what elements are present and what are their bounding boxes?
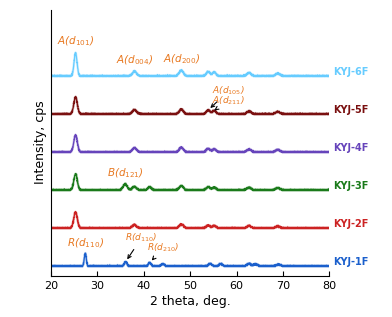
Text: A($d_{004}$): A($d_{004}$) bbox=[116, 53, 153, 67]
Text: R($d_{210}$): R($d_{210}$) bbox=[147, 242, 180, 260]
Text: KYJ-5F: KYJ-5F bbox=[333, 105, 368, 115]
Text: R($d_{110}$): R($d_{110}$) bbox=[67, 236, 104, 250]
Text: A($d_{211}$): A($d_{211}$) bbox=[212, 94, 245, 110]
Text: KYJ-4F: KYJ-4F bbox=[333, 143, 368, 153]
X-axis label: 2 theta, deg.: 2 theta, deg. bbox=[150, 295, 230, 308]
Text: A($d_{200}$): A($d_{200}$) bbox=[163, 52, 200, 66]
Text: B($d_{121}$): B($d_{121}$) bbox=[107, 166, 143, 180]
Text: KYJ-6F: KYJ-6F bbox=[333, 67, 368, 77]
Text: A($d_{101}$): A($d_{101}$) bbox=[57, 35, 94, 48]
Text: KYJ-2F: KYJ-2F bbox=[333, 219, 368, 230]
Text: R($d_{110}$): R($d_{110}$) bbox=[125, 232, 158, 258]
Text: KYJ-1F: KYJ-1F bbox=[333, 257, 368, 268]
Y-axis label: Intensity, cps: Intensity, cps bbox=[34, 101, 47, 184]
Text: KYJ-3F: KYJ-3F bbox=[333, 181, 368, 191]
Text: A($d_{105}$): A($d_{105}$) bbox=[211, 85, 245, 107]
